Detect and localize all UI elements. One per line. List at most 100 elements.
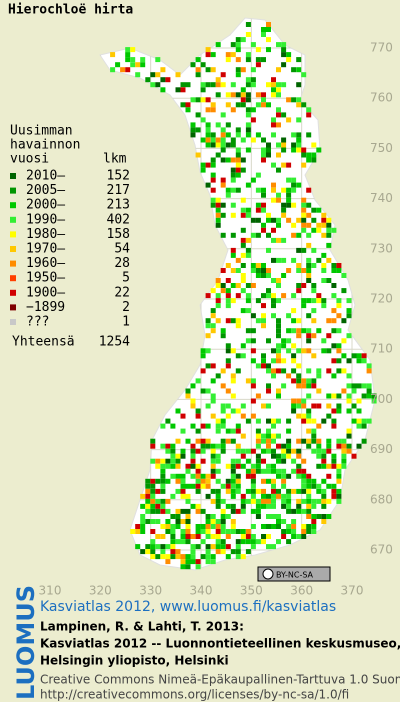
observation-square	[170, 549, 176, 555]
observation-square	[130, 57, 136, 63]
observation-square	[291, 524, 297, 529]
legend-label: 2010–	[26, 169, 65, 184]
observation-square	[306, 483, 312, 489]
observation-square	[245, 122, 251, 128]
observation-square	[336, 498, 342, 504]
observation-square	[245, 207, 251, 213]
observation-square	[276, 443, 281, 449]
observation-square	[195, 463, 201, 469]
observation-square	[255, 418, 261, 424]
observation-square	[326, 333, 332, 339]
observation-square	[225, 358, 231, 364]
observation-square	[115, 62, 121, 68]
observation-square	[215, 142, 221, 148]
observation-square	[195, 97, 201, 103]
observation-square	[170, 539, 176, 545]
observation-square	[230, 82, 236, 88]
observation-square	[266, 363, 271, 369]
legend-swatch	[10, 216, 16, 223]
observation-square	[170, 448, 176, 454]
observation-square	[220, 132, 226, 138]
observation-square	[145, 503, 151, 509]
observation-square	[240, 273, 246, 278]
observation-square	[125, 67, 131, 73]
observation-square	[306, 368, 312, 374]
observation-square	[180, 539, 186, 545]
observation-square	[235, 448, 241, 454]
legend-count: 5	[122, 271, 130, 286]
observation-square	[331, 408, 337, 414]
observation-square	[266, 403, 271, 409]
observation-square	[220, 137, 226, 143]
observation-square	[276, 87, 281, 93]
observation-square	[291, 328, 297, 334]
observation-square	[356, 358, 362, 364]
observation-square	[301, 268, 307, 273]
observation-square	[255, 428, 261, 434]
observation-square	[306, 478, 312, 484]
observation-square	[326, 278, 332, 283]
observation-square	[230, 298, 236, 304]
observation-square	[150, 458, 156, 464]
observation-square	[301, 383, 307, 389]
observation-square	[205, 82, 211, 88]
observation-square	[235, 257, 241, 263]
observation-square	[306, 524, 312, 529]
observation-square	[240, 413, 246, 419]
observation-square	[240, 508, 246, 514]
observation-square	[250, 177, 256, 183]
observation-square	[145, 478, 151, 484]
observation-square	[276, 524, 281, 529]
observation-square	[331, 283, 337, 288]
observation-square	[195, 473, 201, 479]
observation-square	[165, 77, 171, 83]
observation-square	[200, 524, 206, 529]
observation-square	[316, 222, 322, 228]
observation-square	[240, 278, 246, 283]
observation-square	[255, 47, 261, 53]
observation-square	[255, 433, 261, 439]
observation-square	[261, 358, 266, 364]
observation-square	[271, 468, 276, 474]
observation-square	[220, 368, 226, 374]
observation-square	[215, 539, 221, 545]
observation-square	[225, 478, 231, 484]
observation-square	[170, 453, 176, 459]
atlas-link[interactable]: Kasviatlas 2012, www.luomus.fi/kasviatla…	[40, 599, 336, 615]
observation-square	[255, 232, 261, 238]
observation-square	[361, 353, 367, 359]
observation-square	[301, 403, 307, 409]
observation-square	[165, 418, 171, 424]
observation-square	[170, 544, 176, 550]
observation-square	[321, 503, 327, 509]
observation-square	[261, 493, 266, 499]
observation-square	[316, 373, 322, 379]
observation-square	[250, 263, 256, 268]
legend-label: 1980–	[26, 227, 65, 242]
observation-square	[245, 82, 251, 88]
observation-square	[255, 202, 261, 208]
observation-square	[301, 298, 307, 304]
observation-square	[220, 529, 226, 534]
observation-square	[215, 293, 221, 299]
observation-square	[170, 423, 176, 429]
observation-square	[205, 388, 211, 394]
observation-square	[225, 288, 231, 294]
observation-square	[210, 524, 216, 529]
observation-square	[296, 57, 302, 63]
observation-square	[180, 473, 186, 479]
observation-square	[276, 488, 281, 494]
observation-square	[170, 463, 176, 469]
observation-square	[281, 473, 287, 479]
observation-square	[311, 333, 317, 339]
observation-square	[261, 227, 266, 233]
observation-square	[150, 544, 156, 550]
observation-square	[185, 534, 191, 539]
observation-square	[301, 162, 307, 168]
observation-square	[210, 468, 216, 474]
x-tick-label: 330	[139, 584, 162, 598]
observation-square	[200, 62, 206, 68]
observation-square	[266, 288, 271, 294]
observation-square	[311, 152, 317, 158]
observation-square	[175, 508, 181, 514]
